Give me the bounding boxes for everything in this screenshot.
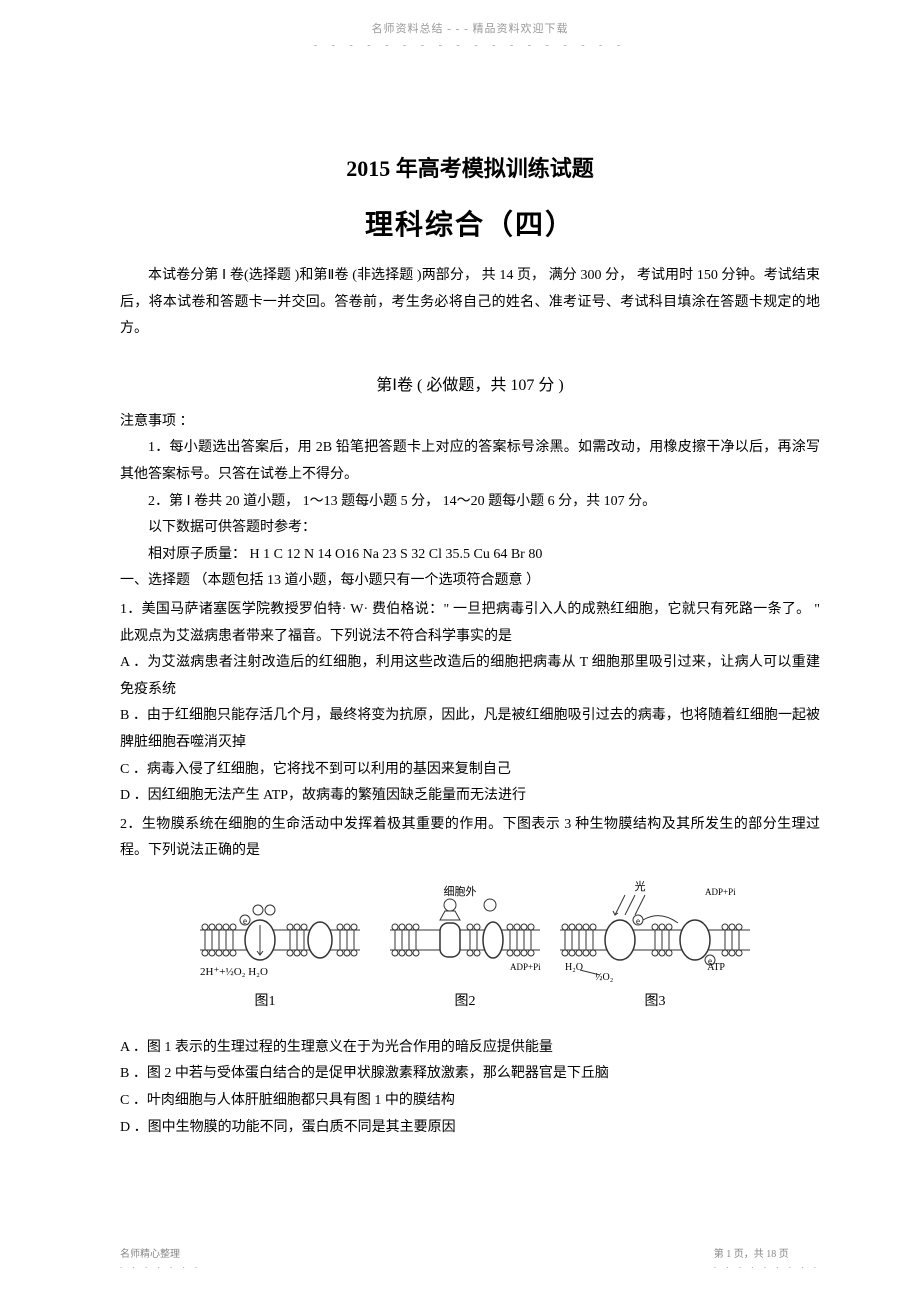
q2-option-c: C ．叶肉细胞与人体肝脏细胞都只具有图 1 中的膜结构 <box>120 1088 820 1115</box>
main-title: 2015 年高考模拟训练试题 <box>120 151 820 183</box>
figure-2-group: 细胞外 <box>390 885 541 1009</box>
fig1-reaction: 2H⁺+½O₂ H₂O <box>200 966 268 978</box>
fig3-adp-top: ADP+Pi <box>705 887 736 897</box>
sub-title: 理科综合（四） <box>120 203 820 243</box>
section-1-header: 第Ⅰ卷 ( 必做题，共 107 分 ) <box>120 371 820 395</box>
fig3-h2o: H₂O <box>565 962 583 973</box>
notice-item-1: 1．每小题选出答案后，用 2B 铅笔把答题卡上对应的答案标号涂黑。如需改动，用橡… <box>120 435 820 488</box>
fig3-light: 光 <box>635 879 646 893</box>
fig3-caption: 图3 <box>645 994 666 1009</box>
fig1-e: e <box>243 916 247 926</box>
footer-right: 第 1 页，共 18 页 . . . . . . . . . <box>714 1245 820 1270</box>
q1-option-d: D ．因红细胞无法产生 ATP，故病毒的繁殖因缺乏能量而无法进行 <box>120 783 820 810</box>
figure-1-group: 2H⁺+½O₂ H₂O 图1 e <box>200 905 360 1009</box>
fig2-outside: 细胞外 <box>444 885 477 898</box>
fig3-o2: ½O₂ <box>595 972 613 983</box>
notice-item-4: 相对原子质量： H 1 C 12 N 14 O16 Na 23 S 32 Cl … <box>120 542 820 569</box>
notice-item-2: 2．第 Ⅰ 卷共 20 道小题， 1～13 题每小题 5 分， 14～20 题每… <box>120 489 820 516</box>
watermark-dots: - - - - - - - - - - - - - - - - - - <box>120 40 820 51</box>
notice-label: 注意事项 ： <box>120 409 820 436</box>
q1-stem: 1．美国马萨诸塞医学院教授罗伯特· W· 费伯格说：" 一旦把病毒引入人的成熟红… <box>120 597 820 650</box>
figure-biomembrane: 2H⁺+½O₂ H₂O 图1 e 细胞外 <box>120 875 820 1025</box>
notice-item-3: 以下数据可供答题时参考： <box>120 515 820 542</box>
footer-left-dots: . . . . . . . <box>120 1260 201 1270</box>
fig3-e1: e <box>636 916 640 926</box>
q1-option-a: A ．为艾滋病患者注射改造后的红细胞，利用这些改造后的细胞把病毒从 T 细胞那里… <box>120 650 820 703</box>
q2-stem: 2．生物膜系统在细胞的生命活动中发挥着极其重要的作用。下图表示 3 种生物膜结构… <box>120 812 820 865</box>
footer-left-text: 名师精心整理 <box>120 1249 180 1260</box>
footer-left: 名师精心整理 . . . . . . . <box>120 1245 201 1270</box>
intro-paragraph: 本试卷分第 Ⅰ 卷(选择题 )和第Ⅱ卷 (非选择题 )两部分， 共 14 页， … <box>120 263 820 343</box>
footer-right-text: 第 1 页，共 18 页 <box>714 1249 789 1260</box>
page-footer: 名师精心整理 . . . . . . . 第 1 页，共 18 页 . . . … <box>120 1245 820 1270</box>
q2-option-d: D ．图中生物膜的功能不同，蛋白质不同是其主要原因 <box>120 1115 820 1142</box>
fig1-caption: 图1 <box>255 994 276 1009</box>
selection-header: 一、选择题 （本题包括 13 道小题，每小题只有一个选项符合题意 ） <box>120 568 820 595</box>
watermark-header: 名师资料总结 - - - 精品资料欢迎下载 <box>120 20 820 36</box>
q2-option-b: B ．图 2 中若与受体蛋白结合的是促甲状腺激素释放激素，那么靶器官是下丘脑 <box>120 1061 820 1088</box>
q2-option-a: A ．图 1 表示的生理过程的生理意义在于为光合作用的暗反应提供能量 <box>120 1035 820 1062</box>
q1-option-c: C ．病毒入侵了红细胞，它将找不到可以利用的基因来复制自己 <box>120 757 820 784</box>
fig2-caption: 图2 <box>455 994 476 1009</box>
footer-right-dots: . . . . . . . . . <box>714 1260 820 1270</box>
fig3-atp: ATP <box>707 962 725 973</box>
q1-option-b: B ．由于红细胞只能存活几个月，最终将变为抗原，因此，凡是被红细胞吸引过去的病毒… <box>120 703 820 756</box>
fig2-adp: ADP+Pi <box>510 962 541 972</box>
figure-3-group: 光 ADP+Pi <box>560 879 750 1009</box>
